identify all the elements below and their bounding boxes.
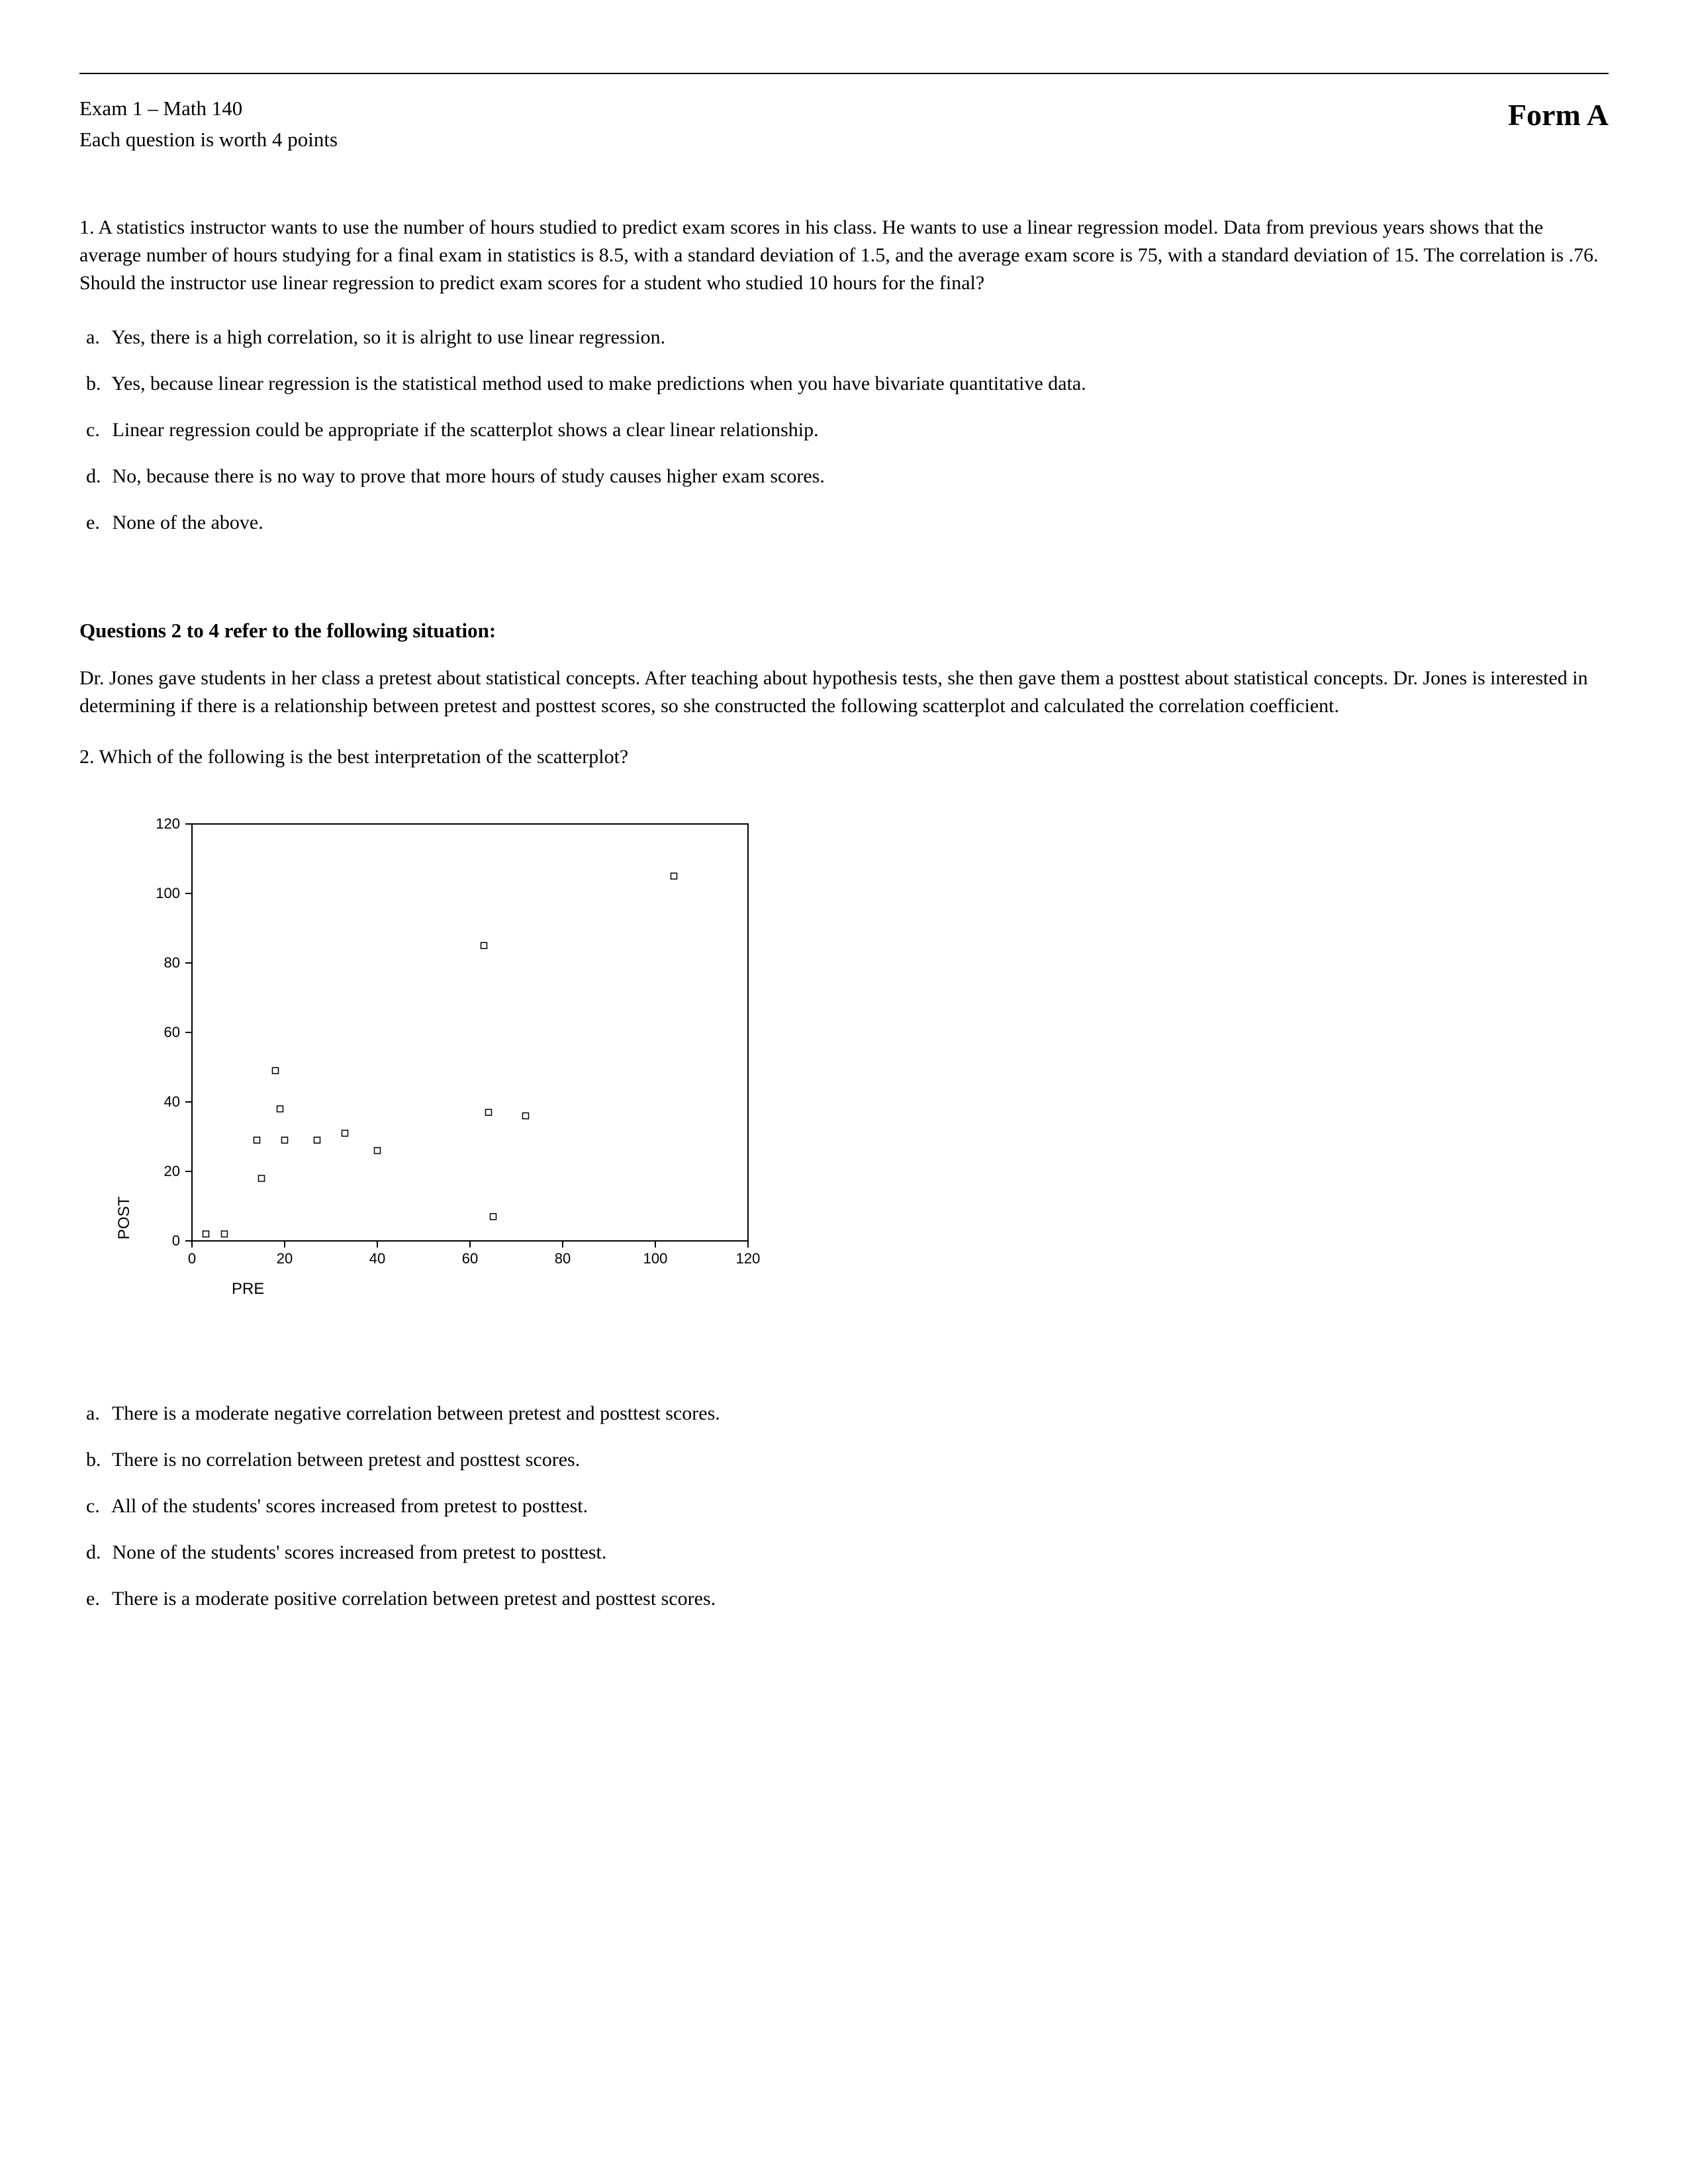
- data-point: [222, 1231, 228, 1237]
- header-left: Exam 1 – Math 140 Each question is worth…: [79, 94, 338, 154]
- x-tick-label: 60: [462, 1250, 478, 1267]
- data-point: [259, 1175, 265, 1181]
- y-axis-title: POST: [115, 1196, 133, 1240]
- option-text: Yes, because linear regression is the st…: [107, 373, 1086, 394]
- scatterplot: 0 20 40 60 80 100 120 0 20 40 60 80 100 120 PRE POST: [99, 811, 1609, 1314]
- option: c. Linear regression could be appropriat…: [79, 416, 1609, 444]
- page-header: Exam 1 – Math 140 Each question is worth…: [79, 94, 1609, 154]
- x-tick-label: 120: [736, 1250, 761, 1267]
- x-tick-label: 40: [369, 1250, 385, 1267]
- question-1-number: 1.: [79, 216, 98, 238]
- option-letter: c.: [86, 1492, 107, 1520]
- option-text: None of the students' scores increased f…: [107, 1541, 606, 1563]
- option-letter: d.: [86, 1539, 107, 1567]
- option: a. There is a moderate negative correlat…: [79, 1400, 1609, 1428]
- question-2-text: 2. Which of the following is the best in…: [79, 743, 1609, 771]
- option-letter: c.: [86, 416, 107, 444]
- plot-border: [192, 824, 748, 1241]
- option-text: None of the above.: [107, 512, 263, 533]
- data-point: [486, 1109, 492, 1115]
- data-point: [277, 1106, 283, 1112]
- y-tick-label: 120: [156, 815, 180, 832]
- option: b. Yes, because linear regression is the…: [79, 370, 1609, 398]
- data-point: [342, 1130, 348, 1136]
- option: d. No, because there is no way to prove …: [79, 463, 1609, 490]
- option-text: No, because there is no way to prove tha…: [107, 465, 825, 487]
- x-tick-label: 100: [643, 1250, 668, 1267]
- option-letter: e.: [86, 1585, 107, 1613]
- option-letter: b.: [86, 370, 107, 398]
- data-point: [523, 1113, 529, 1119]
- option-text: There is a moderate negative correlation…: [107, 1402, 720, 1424]
- option-letter: a.: [86, 324, 107, 351]
- data-point: [254, 1137, 260, 1143]
- y-tick-label: 80: [164, 954, 180, 971]
- x-axis-title: PRE: [232, 1280, 264, 1298]
- x-tick-label: 80: [555, 1250, 571, 1267]
- option: b. There is no correlation between prete…: [79, 1446, 1609, 1474]
- y-tick-label: 20: [164, 1163, 180, 1179]
- option-letter: d.: [86, 463, 107, 490]
- points-line: Each question is worth 4 points: [79, 125, 338, 154]
- option: a. Yes, there is a high correlation, so …: [79, 324, 1609, 351]
- data-point: [491, 1214, 496, 1220]
- top-rule: [79, 73, 1609, 74]
- data-point: [203, 1231, 209, 1237]
- option-text: There is no correlation between pretest …: [107, 1449, 580, 1471]
- option-letter: e.: [86, 509, 107, 537]
- option-text: There is a moderate positive correlation…: [107, 1588, 716, 1610]
- data-point: [375, 1148, 381, 1154]
- data-point: [671, 873, 677, 879]
- question-1-body: A statistics instructor wants to use the…: [79, 216, 1599, 294]
- form-label: Form A: [1508, 94, 1609, 136]
- scenario-text: Dr. Jones gave students in her class a p…: [79, 664, 1609, 720]
- question-1: 1. A statistics instructor wants to use …: [79, 214, 1609, 537]
- data-point: [273, 1068, 279, 1073]
- data-point: [481, 942, 487, 948]
- question-1-text: 1. A statistics instructor wants to use …: [79, 214, 1609, 297]
- data-point: [282, 1137, 288, 1143]
- x-tick-label: 0: [188, 1250, 196, 1267]
- course-line: Exam 1 – Math 140: [79, 94, 338, 122]
- x-tick-label: 20: [277, 1250, 293, 1267]
- question-1-options: a. Yes, there is a high correlation, so …: [79, 324, 1609, 537]
- y-tick-label: 0: [172, 1232, 180, 1249]
- scatterplot-svg: 0 20 40 60 80 100 120 0 20 40 60 80 100 120 PRE POST: [99, 811, 774, 1314]
- option: e. None of the above.: [79, 509, 1609, 537]
- y-tick-label: 40: [164, 1093, 180, 1110]
- section-heading: Questions 2 to 4 refer to the following …: [79, 616, 1609, 645]
- option-text: All of the students' scores increased fr…: [107, 1495, 588, 1517]
- option: e. There is a moderate positive correlat…: [79, 1585, 1609, 1613]
- option-text: Linear regression could be appropriate i…: [107, 419, 819, 441]
- y-tick-label: 100: [156, 885, 180, 901]
- data-point: [314, 1137, 320, 1143]
- question-2-options: a. There is a moderate negative correlat…: [79, 1400, 1609, 1613]
- y-tick-label: 60: [164, 1024, 180, 1040]
- option-text: Yes, there is a high correlation, so it …: [107, 326, 665, 348]
- option: c. All of the students' scores increased…: [79, 1492, 1609, 1520]
- option: d. None of the students' scores increase…: [79, 1539, 1609, 1567]
- option-letter: b.: [86, 1446, 107, 1474]
- option-letter: a.: [86, 1400, 107, 1428]
